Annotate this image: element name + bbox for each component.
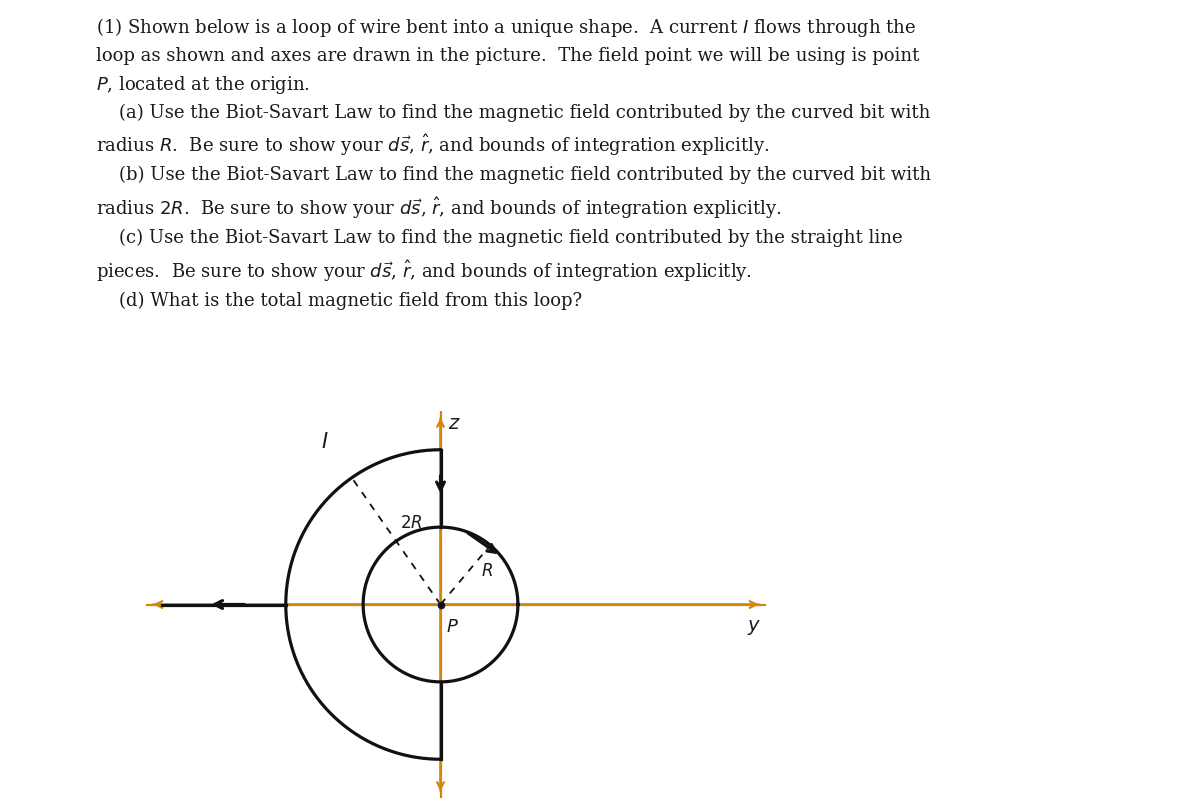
Text: $2R$: $2R$ [400,515,422,532]
Text: $z$: $z$ [449,415,461,433]
Text: $I$: $I$ [320,432,329,452]
Text: (1) Shown below is a loop of wire bent into a unique shape.  A current $I$ flows: (1) Shown below is a loop of wire bent i… [96,16,931,310]
Text: $P$: $P$ [446,617,458,636]
Text: $R$: $R$ [481,563,493,580]
Text: $y$: $y$ [748,618,762,638]
